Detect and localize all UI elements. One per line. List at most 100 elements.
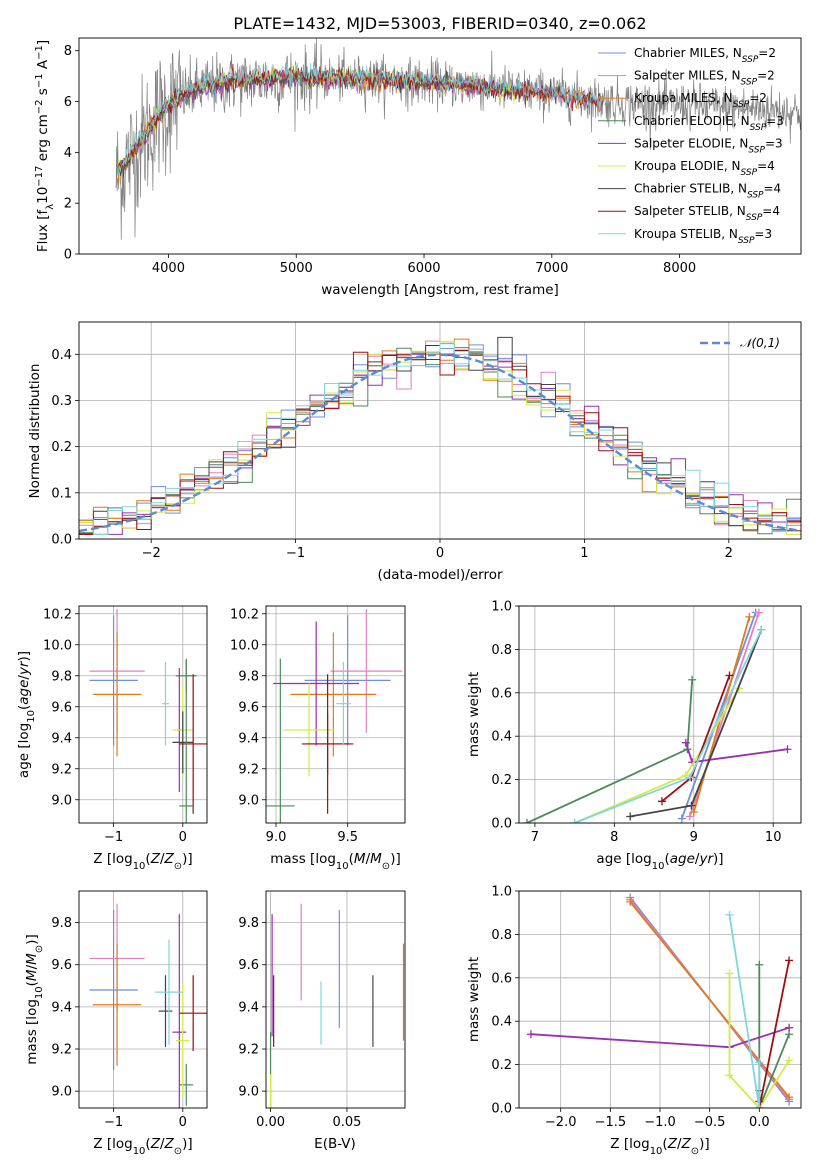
label-part: log <box>24 999 40 1020</box>
spectrum-panel: 4000 5000 6000 7000 8000 0 2 4 6 8 Chabrier MILES,… <box>34 37 802 298</box>
plus-marker <box>755 960 764 969</box>
y-tick-label: 0.8 <box>491 928 512 943</box>
plot-area <box>89 609 207 823</box>
mass-weight-vs-metallicity-panel: −2.0 −1.5 −1.0 −0.5 0.0 0.0 0.2 0.4 0.6 0.8 1.0 Z [… <box>466 885 802 1157</box>
y-tick-label: 0.0 <box>51 533 72 548</box>
label-part: 10 <box>336 861 349 872</box>
x-axis-label: wavelength [Angstrom, rest frame] <box>321 282 559 298</box>
plus-marker <box>677 814 686 823</box>
y-tick-label: 9.8 <box>51 669 72 684</box>
label-part: M <box>24 969 40 981</box>
observed-spectrum <box>115 38 801 240</box>
label-part: Normed distribution <box>27 364 43 499</box>
legend-label-main: Salpeter STELIB, N <box>634 204 746 218</box>
legend-label-tail: =4 <box>764 182 782 196</box>
label-part: M <box>370 851 382 867</box>
x-axis-label: mass [log10(M/M⊙)] <box>270 851 400 872</box>
label-part: / <box>24 964 40 969</box>
label-part: yr <box>16 660 32 676</box>
label-part: −1 <box>34 45 45 60</box>
label-part: 10 <box>652 861 665 872</box>
histogram-step <box>79 345 801 535</box>
label-part: mass [ <box>270 851 315 867</box>
legend-label-main: Chabrier MILES, N <box>634 46 742 60</box>
label-part: erg cm <box>35 114 51 165</box>
label-part: Z <box>150 1136 161 1152</box>
legend-label-tail: =4 <box>762 204 780 218</box>
plus-marker <box>785 1093 794 1102</box>
label-part: age <box>670 851 695 867</box>
plus-marker <box>725 910 734 919</box>
residual-histogram-panel: −2 −1 0 1 2 0.0 0.1 0.2 0.3 0.4 𝒩(0,1) (data-model)… <box>27 321 802 583</box>
x-tick-label: 0 <box>436 546 444 561</box>
y-tick-label: 9.4 <box>51 1000 72 1015</box>
legend-label-sub: SSP <box>741 168 758 178</box>
plus-marker <box>688 675 697 684</box>
label-part: Z <box>150 851 161 867</box>
plot-area <box>115 38 801 240</box>
label-part: log <box>315 851 336 867</box>
x-tick-label: −1 <box>104 830 123 845</box>
y-tick-label: 9.8 <box>51 916 72 931</box>
x-tick-label: −1.0 <box>644 1115 676 1130</box>
label-part: / <box>160 1136 165 1152</box>
plus-marker <box>745 612 754 621</box>
y-tick-label: 9.2 <box>51 1043 72 1058</box>
legend-label-main: Chabrier ELODIE, N <box>634 114 750 128</box>
plus-marker <box>757 625 766 634</box>
x-axis-label: Z [log10(Z/Z⊙)] <box>93 1136 192 1157</box>
label-part: −1 <box>34 73 45 88</box>
label-part: M <box>24 953 40 965</box>
legend-label-main: Kroupa ELODIE, N <box>634 159 741 173</box>
y-tick-label: 9.6 <box>238 958 259 973</box>
y-tick-label: 0.2 <box>491 1058 512 1073</box>
legend-label-main: Salpeter MILES, N <box>634 69 741 83</box>
x-tick-label: 5000 <box>280 261 313 276</box>
x-tick-label: −1 <box>286 546 305 561</box>
label-part: yr <box>698 851 714 867</box>
legend-label-tail: =3 <box>765 136 783 150</box>
plot-area <box>89 903 207 1108</box>
legend-label-tail: =2 <box>758 46 776 60</box>
y-axis-label: Flux [fλ10−17 erg cm−2 s−1 A−1] <box>34 40 56 252</box>
label-part: age [ <box>16 743 32 778</box>
model-spectrum-line <box>116 62 604 175</box>
x-tick-label: −2 <box>142 546 161 561</box>
plus-marker <box>681 738 690 747</box>
figure-title: PLATE=1432, MJD=53003, FIBERID=0340, z=0… <box>233 14 646 33</box>
label-part: 10 <box>34 986 45 999</box>
label-part: 10 <box>133 861 146 872</box>
y-tick-label: 0 <box>64 248 72 263</box>
x-tick-label: 0.0 <box>749 1115 770 1130</box>
axes-frame <box>518 605 802 824</box>
y-tick-label: 9.0 <box>238 793 259 808</box>
label-part: Z <box>164 851 175 867</box>
label-part: )] <box>182 1136 193 1152</box>
label-part: Z <box>667 1136 678 1152</box>
y-tick-label: 10.2 <box>230 607 259 622</box>
plus-marker <box>626 812 635 821</box>
y-tick-label: 4 <box>64 146 72 161</box>
x-tick-label: 0 <box>179 1115 187 1130</box>
y-tick-label: 1.0 <box>491 600 512 615</box>
label-part: ⊙ <box>174 861 182 872</box>
y-tick-label: 9.6 <box>51 958 72 973</box>
label-part: ( <box>349 851 354 867</box>
legend-label-main: Kroupa MILES, N <box>634 91 733 105</box>
y-tick-label: 0.8 <box>491 643 512 658</box>
y-tick-label: 0.4 <box>491 730 512 745</box>
plus-marker <box>687 801 696 810</box>
label-part: Z [ <box>93 851 112 867</box>
y-tick-label: 0.0 <box>491 1102 512 1117</box>
mass-weight-line <box>758 964 790 1108</box>
y-tick-label: 9.8 <box>238 916 259 931</box>
x-tick-label: 0 <box>179 830 187 845</box>
label-part: / <box>160 851 165 867</box>
y-tick-label: 9.2 <box>238 1043 259 1058</box>
label-part: Z [ <box>93 1136 112 1152</box>
y-tick-label: 0.1 <box>51 486 72 501</box>
plus-marker <box>657 797 666 806</box>
plus-marker <box>685 773 694 782</box>
legend-entry-label: Kroupa STELIB, NSSP=3 <box>634 227 772 246</box>
mass-vs-ebv-panel: 0.00 0.05 9.0 9.2 9.4 9.6 9.8 E(B-V) <box>238 890 406 1152</box>
